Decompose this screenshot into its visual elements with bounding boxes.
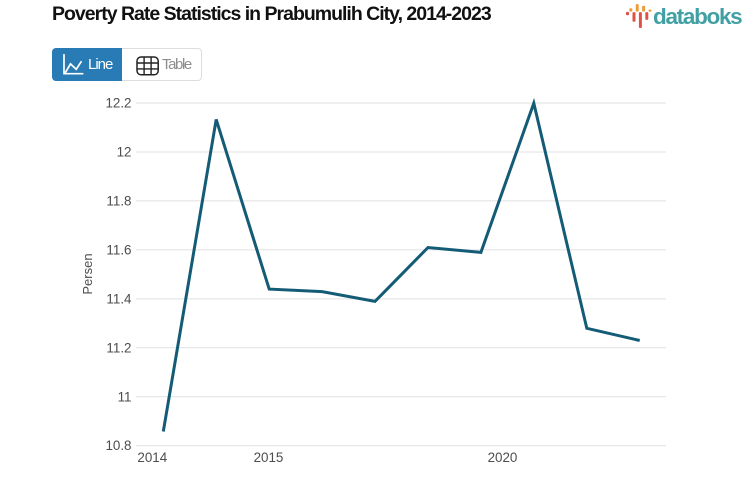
svg-text:2020: 2020 [488, 450, 518, 465]
svg-text:2015: 2015 [254, 450, 284, 465]
svg-text:10.8: 10.8 [105, 438, 131, 453]
svg-text:12: 12 [117, 145, 132, 160]
svg-text:11: 11 [118, 389, 132, 404]
svg-text:12.2: 12.2 [105, 96, 131, 111]
svg-text:11.4: 11.4 [106, 291, 132, 306]
svg-text:11.8: 11.8 [106, 193, 131, 208]
svg-text:11.6: 11.6 [106, 242, 131, 257]
svg-text:2014: 2014 [137, 450, 167, 465]
svg-text:11.2: 11.2 [106, 340, 131, 355]
svg-text:Persen: Persen [80, 253, 95, 294]
